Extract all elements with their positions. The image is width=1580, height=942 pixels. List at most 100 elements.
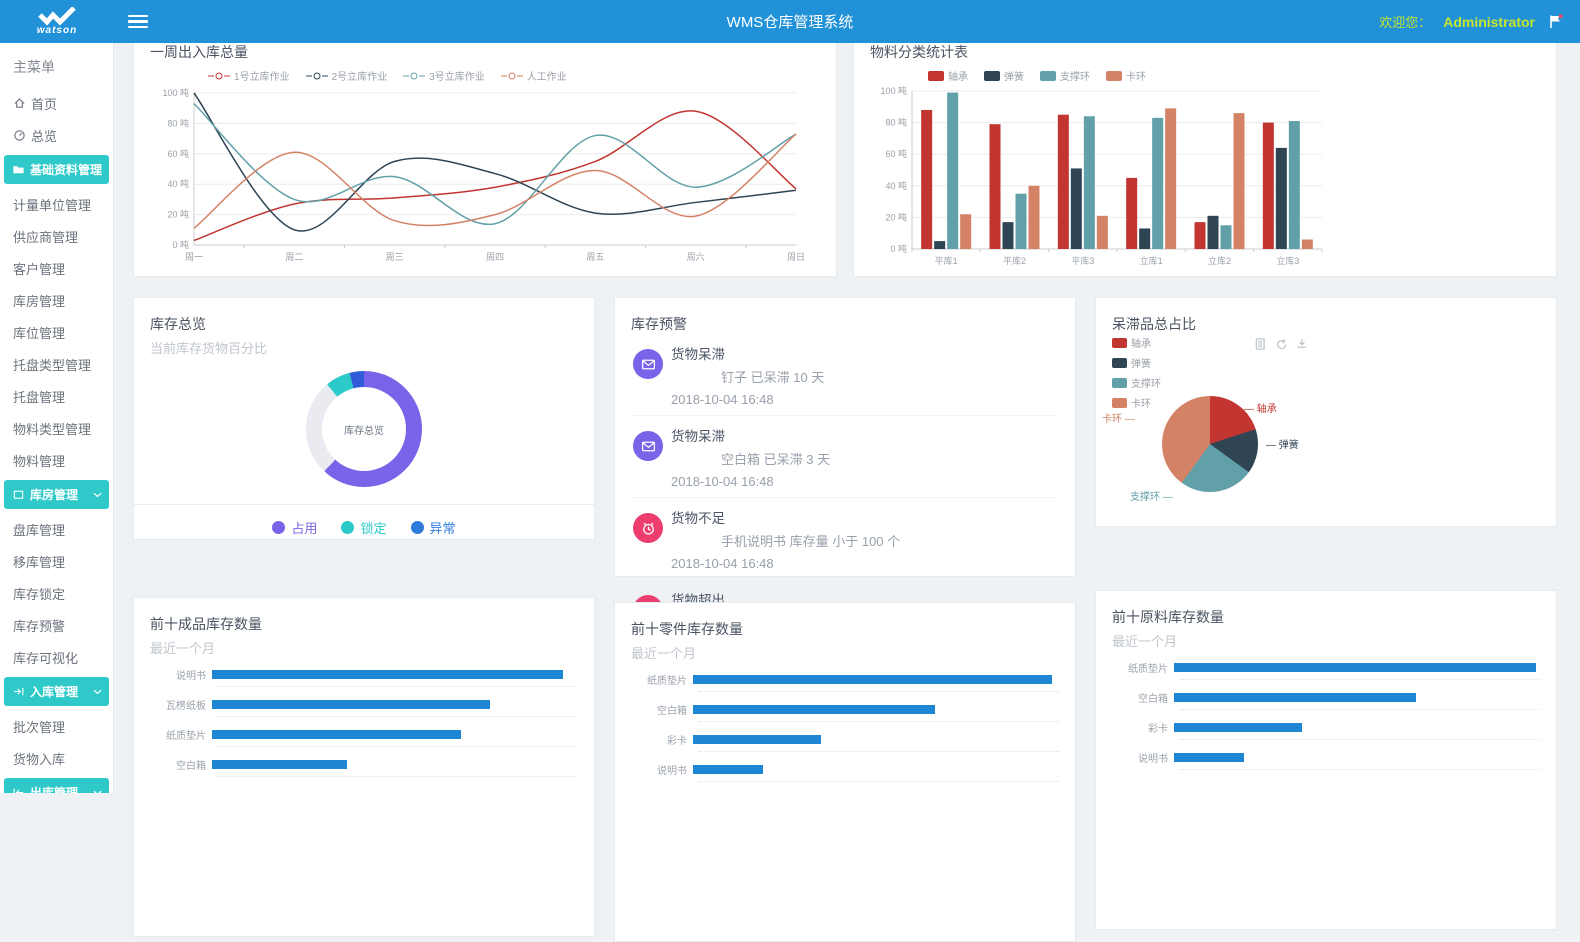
svg-text:100 吨: 100 吨 [162, 87, 189, 98]
hbar-track [212, 730, 578, 739]
sidebar-item-label: 供应商管理 [13, 227, 78, 246]
hbar-track [1174, 723, 1540, 732]
legend-item-轴承[interactable]: 轴承 [928, 68, 968, 83]
legend-item-支撑环[interactable]: 支撑环 [1112, 375, 1161, 390]
hbar-row-0: 纸质垫片 [631, 674, 1059, 684]
sidebar-item-18[interactable]: 入库管理 [4, 677, 109, 706]
sidebar-item-21[interactable]: 出库管理 [4, 778, 109, 793]
page-title: WMS仓库管理系统 [0, 11, 1580, 32]
svg-text:立库1: 立库1 [1140, 255, 1163, 266]
sidebar-item-3[interactable]: 计量单位管理 [0, 188, 113, 220]
alert-time: 2018-10-04 16:48 [671, 474, 830, 489]
sidebar-item-20[interactable]: 货物入库 [0, 742, 113, 774]
line-marker-icon [208, 72, 230, 80]
legend-item-卡环[interactable]: 卡环 [1106, 68, 1146, 83]
sidebar-item-8[interactable]: 托盘类型管理 [0, 348, 113, 380]
download-icon[interactable] [1296, 338, 1308, 350]
sidebar-item-label: 首页 [31, 94, 57, 113]
sidebar-item-label: 基础资料管理 [30, 161, 102, 178]
svg-text:周日: 周日 [787, 252, 805, 262]
legend-item-2号立库作业[interactable]: 2号立库作业 [306, 68, 388, 83]
sidebar-item-14[interactable]: 移库管理 [0, 545, 113, 577]
username[interactable]: Administrator [1443, 14, 1535, 30]
alert-title: 货物不足 [671, 507, 900, 527]
app-logo[interactable]: watson [0, 0, 114, 43]
legend-item-弹簧[interactable]: 弹簧 [984, 68, 1024, 83]
hbar-label: 纸质垫片 [631, 672, 693, 687]
alert-time: 2018-10-04 16:48 [671, 392, 824, 407]
hbar-value [1174, 693, 1416, 702]
sidebar-item-12[interactable]: 库房管理 [4, 480, 109, 509]
sidebar-item-10[interactable]: 物料类型管理 [0, 412, 113, 444]
pie-label-卡环: 卡环 — [1102, 410, 1135, 425]
sidebar-item-11[interactable]: 物料管理 [0, 444, 113, 476]
data-view-icon[interactable] [1254, 338, 1266, 350]
svg-text:40 吨: 40 吨 [167, 178, 189, 189]
legend-swatch [1106, 71, 1122, 81]
sidebar-item-6[interactable]: 库房管理 [0, 284, 113, 316]
pie-toolbar [1254, 338, 1308, 350]
hbar-track [693, 675, 1059, 684]
envelope-icon [641, 357, 656, 372]
sidebar-item-17[interactable]: 库存可视化 [0, 641, 113, 673]
legend-item-人工作业[interactable]: 人工作业 [501, 68, 567, 83]
legend-item-1号立库作业[interactable]: 1号立库作业 [208, 68, 290, 83]
sidebar-item-7[interactable]: 库位管理 [0, 316, 113, 348]
legend-item-弹簧[interactable]: 弹簧 [1112, 355, 1161, 370]
svg-text:周二: 周二 [285, 252, 303, 262]
card-title: 库存预警 [631, 314, 1059, 334]
flag-icon[interactable] [1547, 13, 1564, 30]
menu-toggle-button[interactable] [128, 12, 148, 32]
svg-text:0 吨: 0 吨 [890, 243, 907, 254]
card-top-finished: 前十成品库存数量 最近一个月 说明书瓦楞纸板纸质垫片空白箱 [133, 597, 595, 937]
sidebar-item-16[interactable]: 库存预警 [0, 609, 113, 641]
svg-text:平库3: 平库3 [1071, 255, 1094, 266]
sidebar-item-4[interactable]: 供应商管理 [0, 220, 113, 252]
sidebar-item-label: 移库管理 [13, 552, 65, 571]
legend-item-轴承[interactable]: 轴承 [1112, 335, 1161, 350]
sidebar-item-5[interactable]: 客户管理 [0, 252, 113, 284]
sidebar-item-label: 计量单位管理 [13, 195, 91, 214]
card-title: 前十零件库存数量 [631, 619, 1059, 639]
card-top-raw: 前十原料库存数量 最近一个月 纸质垫片空白箱彩卡说明书 [1095, 590, 1557, 930]
legend-item-锁定[interactable]: 锁定 [341, 518, 386, 537]
sidebar-item-15[interactable]: 库存锁定 [0, 577, 113, 609]
sidebar-item-0[interactable]: 首页 [0, 87, 113, 119]
legend-item-支撑环[interactable]: 支撑环 [1040, 68, 1090, 83]
svg-text:周三: 周三 [386, 252, 404, 262]
hbar-track [1174, 753, 1540, 762]
card-title: 呆滞品总占比 [1112, 314, 1540, 334]
card-title: 物料分类统计表 [870, 42, 1540, 62]
svg-text:立库3: 立库3 [1276, 255, 1299, 266]
svg-text:平库2: 平库2 [1003, 255, 1026, 266]
hbar-row-2: 彩卡 [1112, 722, 1540, 732]
legend-item-占用[interactable]: 占用 [272, 518, 317, 537]
legend-swatch [1112, 338, 1127, 348]
sidebar-item-9[interactable]: 托盘管理 [0, 380, 113, 412]
hbar-value [1174, 723, 1302, 732]
hbar-value [212, 700, 490, 709]
sidebar-item-1[interactable]: 总览 [0, 119, 113, 151]
legend-dot [341, 521, 354, 534]
home-icon [13, 97, 26, 110]
refresh-icon[interactable] [1275, 338, 1287, 350]
legend-item-3号立库作业[interactable]: 3号立库作业 [403, 68, 485, 83]
card-stagnant-ratio: 呆滞品总占比 轴承弹簧支撑环卡环 — 轴承— 弹簧支撑环 —卡环 — [1095, 297, 1557, 527]
sidebar-item-label: 库存预警 [13, 616, 65, 635]
sidebar-item-13[interactable]: 盘库管理 [0, 513, 113, 545]
sidebar-item-2[interactable]: 基础资料管理 [4, 155, 109, 184]
sidebar-item-19[interactable]: 批次管理 [0, 710, 113, 742]
legend-item-异常[interactable]: 异常 [411, 518, 456, 537]
hbar-row-2: 纸质垫片 [150, 729, 578, 739]
hbar-separator [1180, 769, 1540, 770]
card-title: 前十原料库存数量 [1112, 607, 1540, 627]
download-icon [1296, 338, 1308, 350]
hbar-separator [218, 686, 578, 687]
legend-item-卡环[interactable]: 卡环 [1112, 395, 1161, 410]
sidebar-item-label: 出库管理 [30, 784, 78, 793]
